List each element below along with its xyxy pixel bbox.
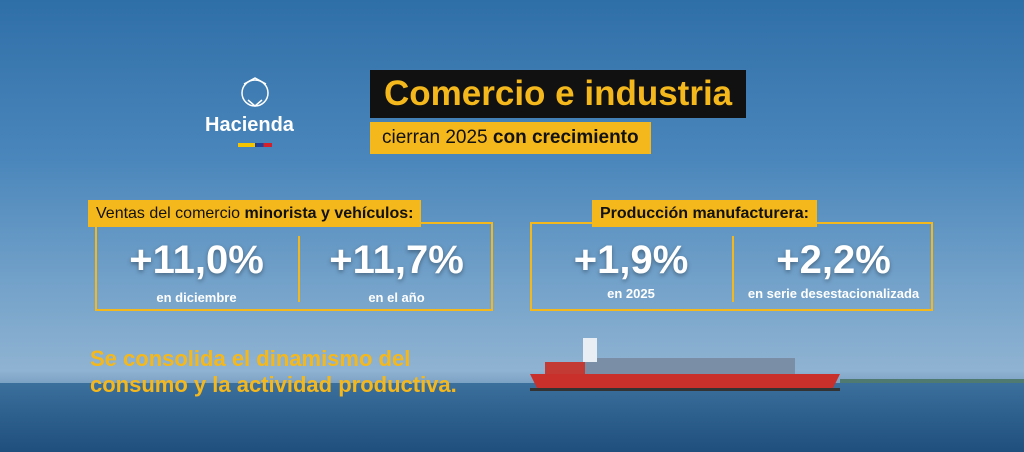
flag-stripe xyxy=(238,143,272,147)
sea xyxy=(0,383,1024,452)
stat-label: en serie desestacionalizada xyxy=(747,286,920,301)
stat-value: +11,0% xyxy=(129,238,264,282)
footer: Se consolida el dinamismo del consumo y … xyxy=(90,346,457,398)
divider xyxy=(298,236,300,302)
stat-label: en 2025 xyxy=(607,286,655,301)
divider xyxy=(732,236,734,302)
subtitle-text: cierran 2025 xyxy=(382,127,488,148)
coast xyxy=(840,379,1024,383)
manufacturing-header: Producción manufacturera: xyxy=(592,200,817,227)
subtitle-bold: con crecimiento xyxy=(492,127,639,148)
logo-emblem xyxy=(241,77,269,107)
stat-label: en diciembre xyxy=(156,290,237,305)
title: Comercio e industria xyxy=(370,70,747,118)
footer-line: consumo y la actividad productiva. xyxy=(90,372,457,397)
stat-value: +11,7% xyxy=(329,238,464,282)
ship xyxy=(530,338,840,391)
stat-value: +1,9% xyxy=(573,238,689,282)
subtitle: cierran 2025 con crecimiento xyxy=(370,122,651,154)
header-regular: Ventas del comercio xyxy=(96,205,241,222)
stat-value: +2,2% xyxy=(776,238,891,282)
stat-label: en el año xyxy=(368,290,425,305)
footer-line: Se consolida el dinamismo del xyxy=(90,346,411,371)
retail-header: Ventas del comercio minorista y vehículo… xyxy=(88,200,422,227)
header-bold: minorista y vehículos: xyxy=(244,205,414,222)
logo-text: Hacienda xyxy=(205,114,294,136)
